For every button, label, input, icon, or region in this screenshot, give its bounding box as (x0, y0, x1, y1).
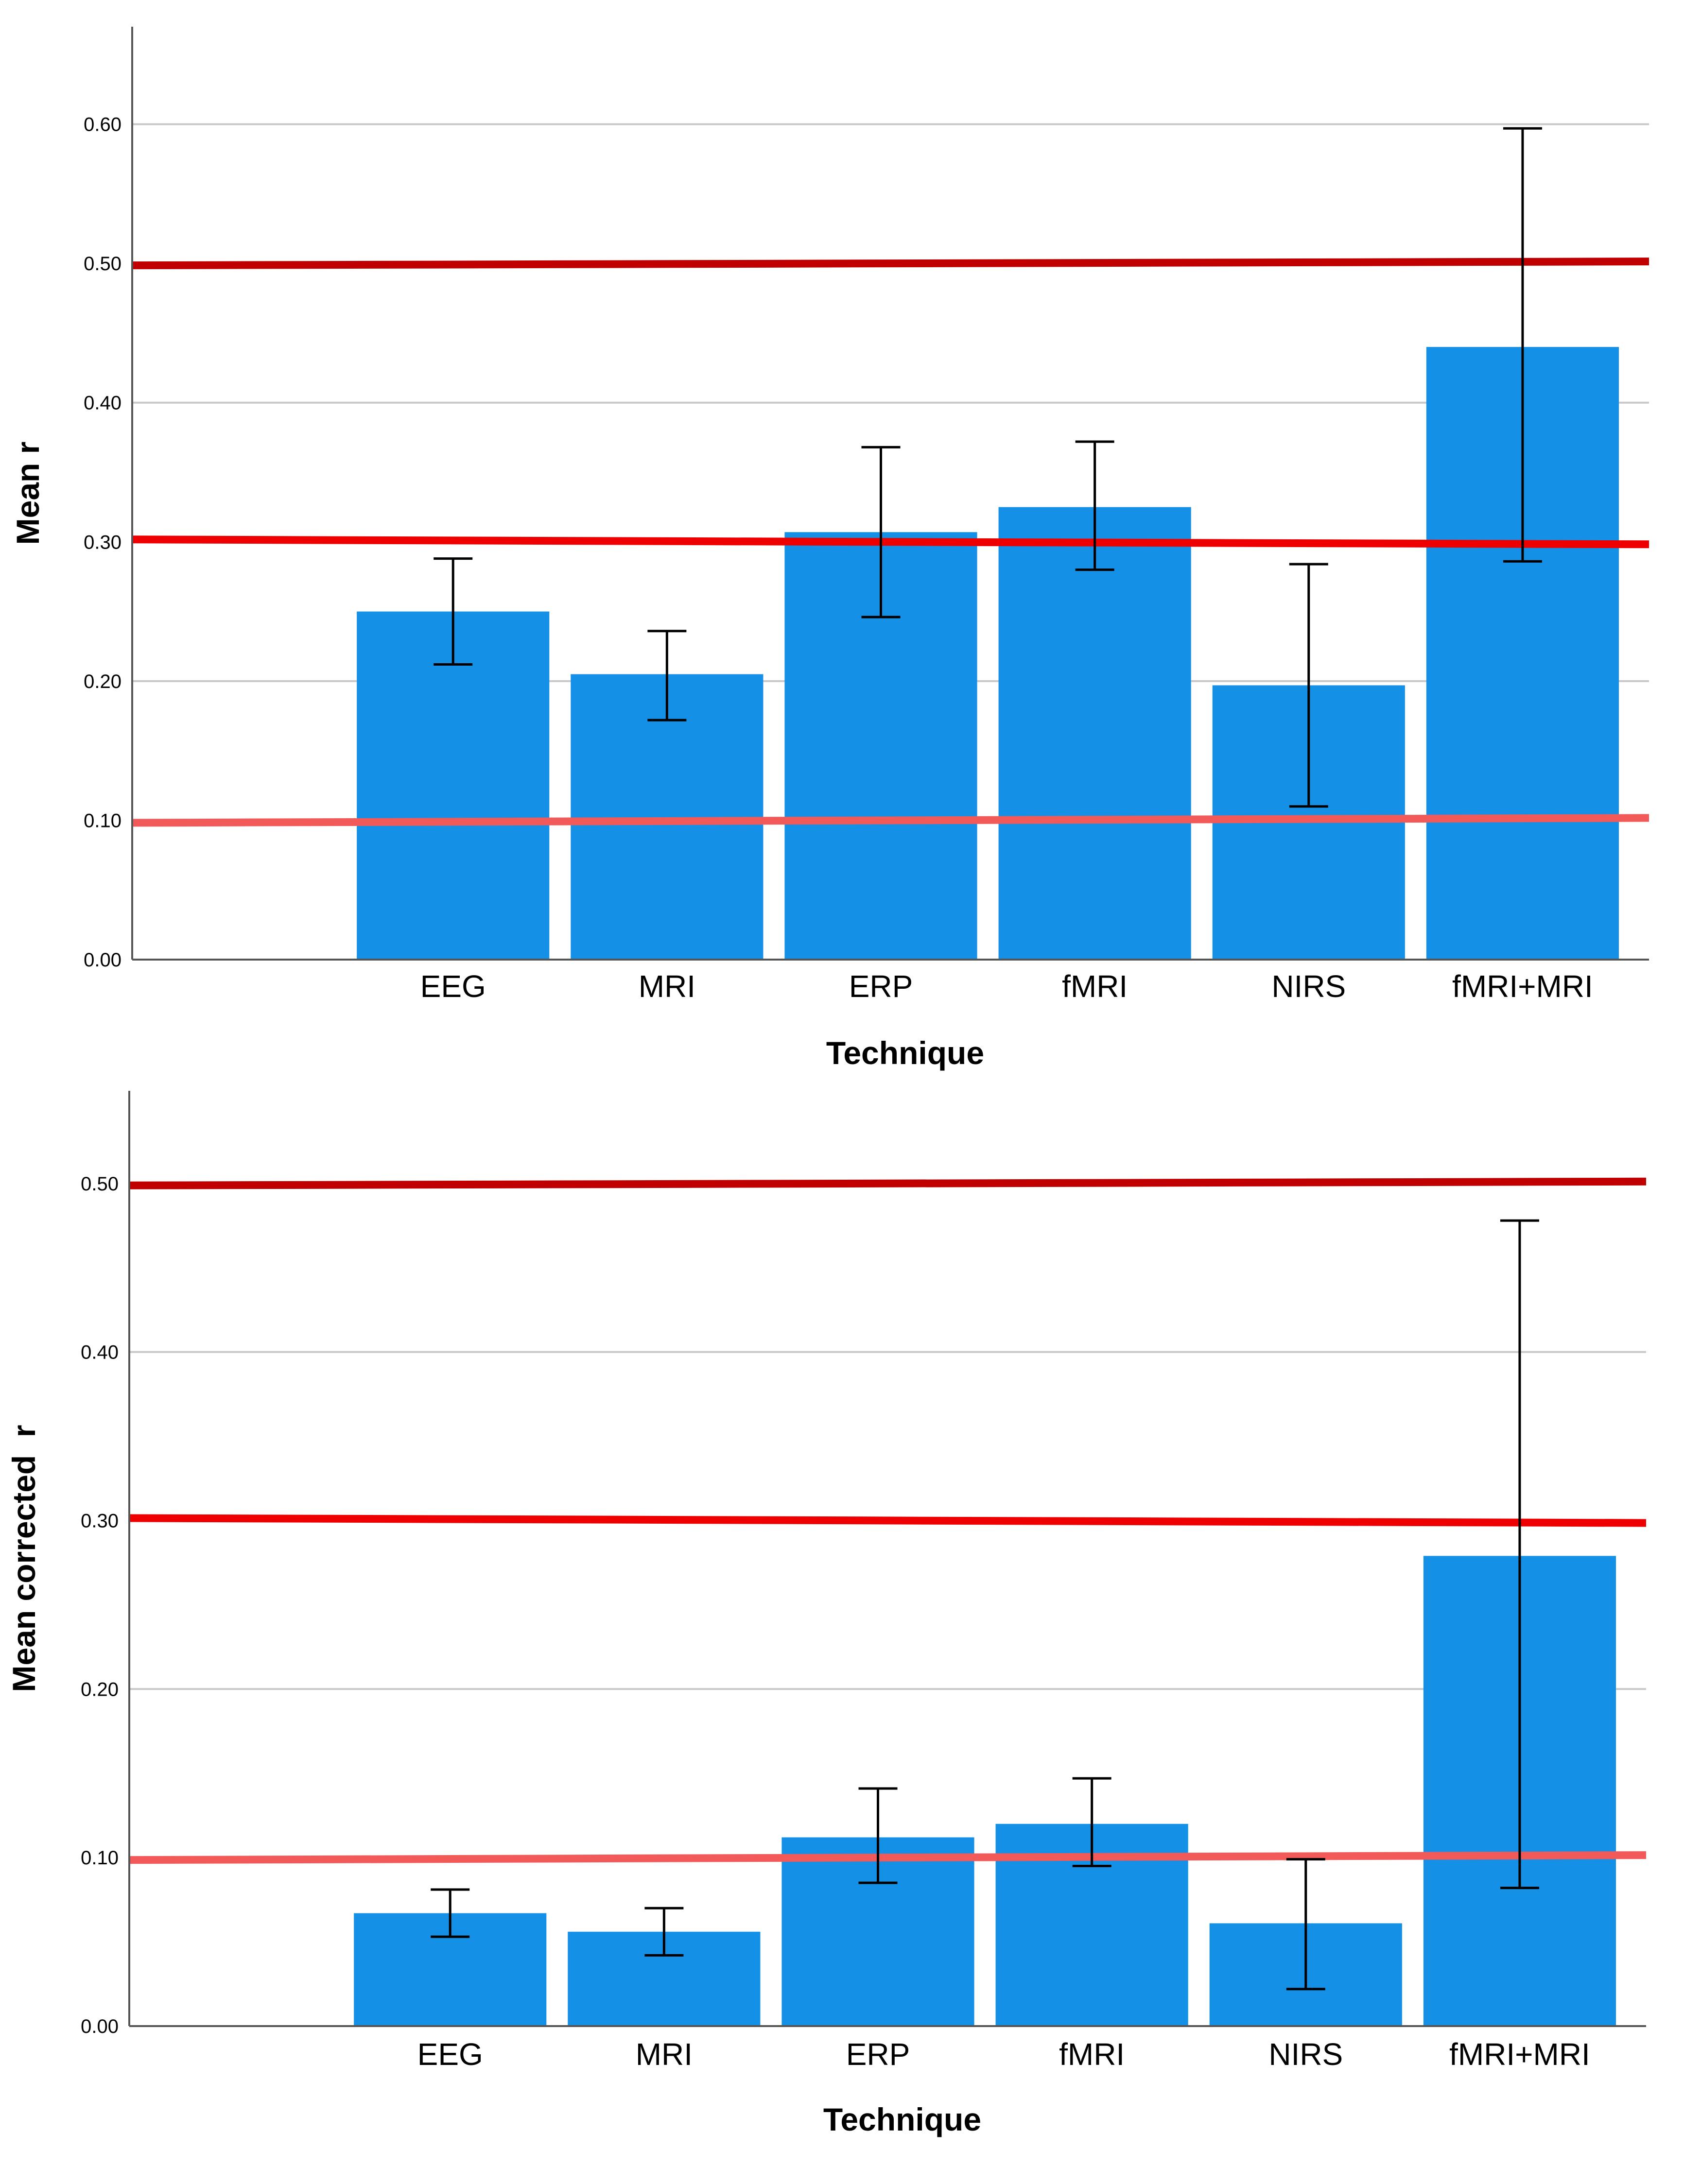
x-tick-label: EEG (420, 969, 486, 1004)
bar-mri (571, 674, 764, 960)
reference-line-0.10 (132, 814, 1649, 827)
y-tick-label: 0.10 (81, 1847, 119, 1869)
y-tick-label: 0.50 (84, 253, 122, 275)
x-tick-label: NIRS (1271, 969, 1346, 1004)
reference-line-0.30 (129, 1514, 1647, 1527)
x-tick-label: EEG (417, 2037, 483, 2072)
x-tick-label: fMRI+MRI (1449, 2037, 1590, 2072)
error-bar-erp (858, 1787, 898, 1884)
x-axis-title: Technique (823, 2101, 981, 2137)
x-tick-label: fMRI (1059, 2037, 1125, 2072)
bar-fmri (998, 507, 1191, 960)
x-tick-label: fMRI+MRI (1452, 969, 1593, 1004)
y-tick-label: 0.60 (84, 114, 122, 136)
y-axis-title: Mean corrected r (6, 1425, 42, 1692)
y-tick-label: 0.40 (81, 1342, 119, 1363)
y-tick-label: 0.00 (84, 949, 122, 971)
y-axis-title: Mean r (10, 442, 46, 545)
error-bar-fmri-plus-mri (1503, 127, 1542, 563)
chart-bottom: 0.00 0.10 0.20 0.30 0.40 0.50 EEG MRI ERP fMRI NIR… (6, 1091, 1647, 2137)
error-bar-eeg (431, 1888, 470, 1938)
reference-line-0.30 (132, 535, 1649, 549)
x-axis-title: Technique (826, 1035, 984, 1071)
y-tick-label: 0.00 (81, 2016, 119, 2037)
y-tick-label: 0.30 (84, 532, 122, 553)
reference-line-0.50 (129, 1177, 1647, 1189)
y-tick-label: 0.10 (84, 810, 122, 831)
reference-line-0.10 (129, 1851, 1647, 1864)
y-tick-label: 0.50 (81, 1173, 119, 1195)
error-bar-mri (644, 1907, 684, 1957)
error-bar-nirs (1286, 1858, 1325, 1991)
y-tick-label: 0.20 (84, 671, 122, 692)
x-tick-label: ERP (846, 2037, 910, 2072)
error-bar-mri (647, 630, 687, 722)
error-bar-fmri (1075, 440, 1114, 571)
chart-top: 0.00 0.10 0.20 0.30 0.40 0.50 0.60 EEG MRI ERP fMR… (10, 27, 1649, 1071)
y-tick-label: 0.40 (84, 393, 122, 414)
x-tick-label: fMRI (1062, 969, 1128, 1004)
error-bar-fmri-plus-mri (1500, 1219, 1539, 1890)
x-tick-label: ERP (849, 969, 913, 1004)
error-bar-eeg (434, 557, 473, 666)
x-tick-label: MRI (639, 969, 695, 1004)
error-bar-fmri (1072, 1777, 1111, 1867)
error-bar-erp (861, 446, 901, 619)
bar-eeg (357, 611, 550, 960)
error-bar-nirs (1289, 563, 1328, 808)
reference-line-0.50 (132, 258, 1649, 270)
x-tick-label: MRI (636, 2037, 693, 2072)
x-tick-label: NIRS (1268, 2037, 1343, 2072)
y-tick-label: 0.20 (81, 1679, 119, 1700)
y-tick-label: 0.30 (81, 1510, 119, 1531)
